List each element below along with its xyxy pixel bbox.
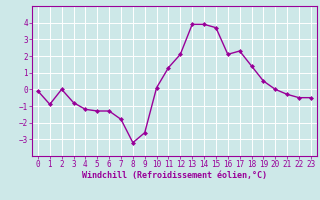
X-axis label: Windchill (Refroidissement éolien,°C): Windchill (Refroidissement éolien,°C) bbox=[82, 171, 267, 180]
